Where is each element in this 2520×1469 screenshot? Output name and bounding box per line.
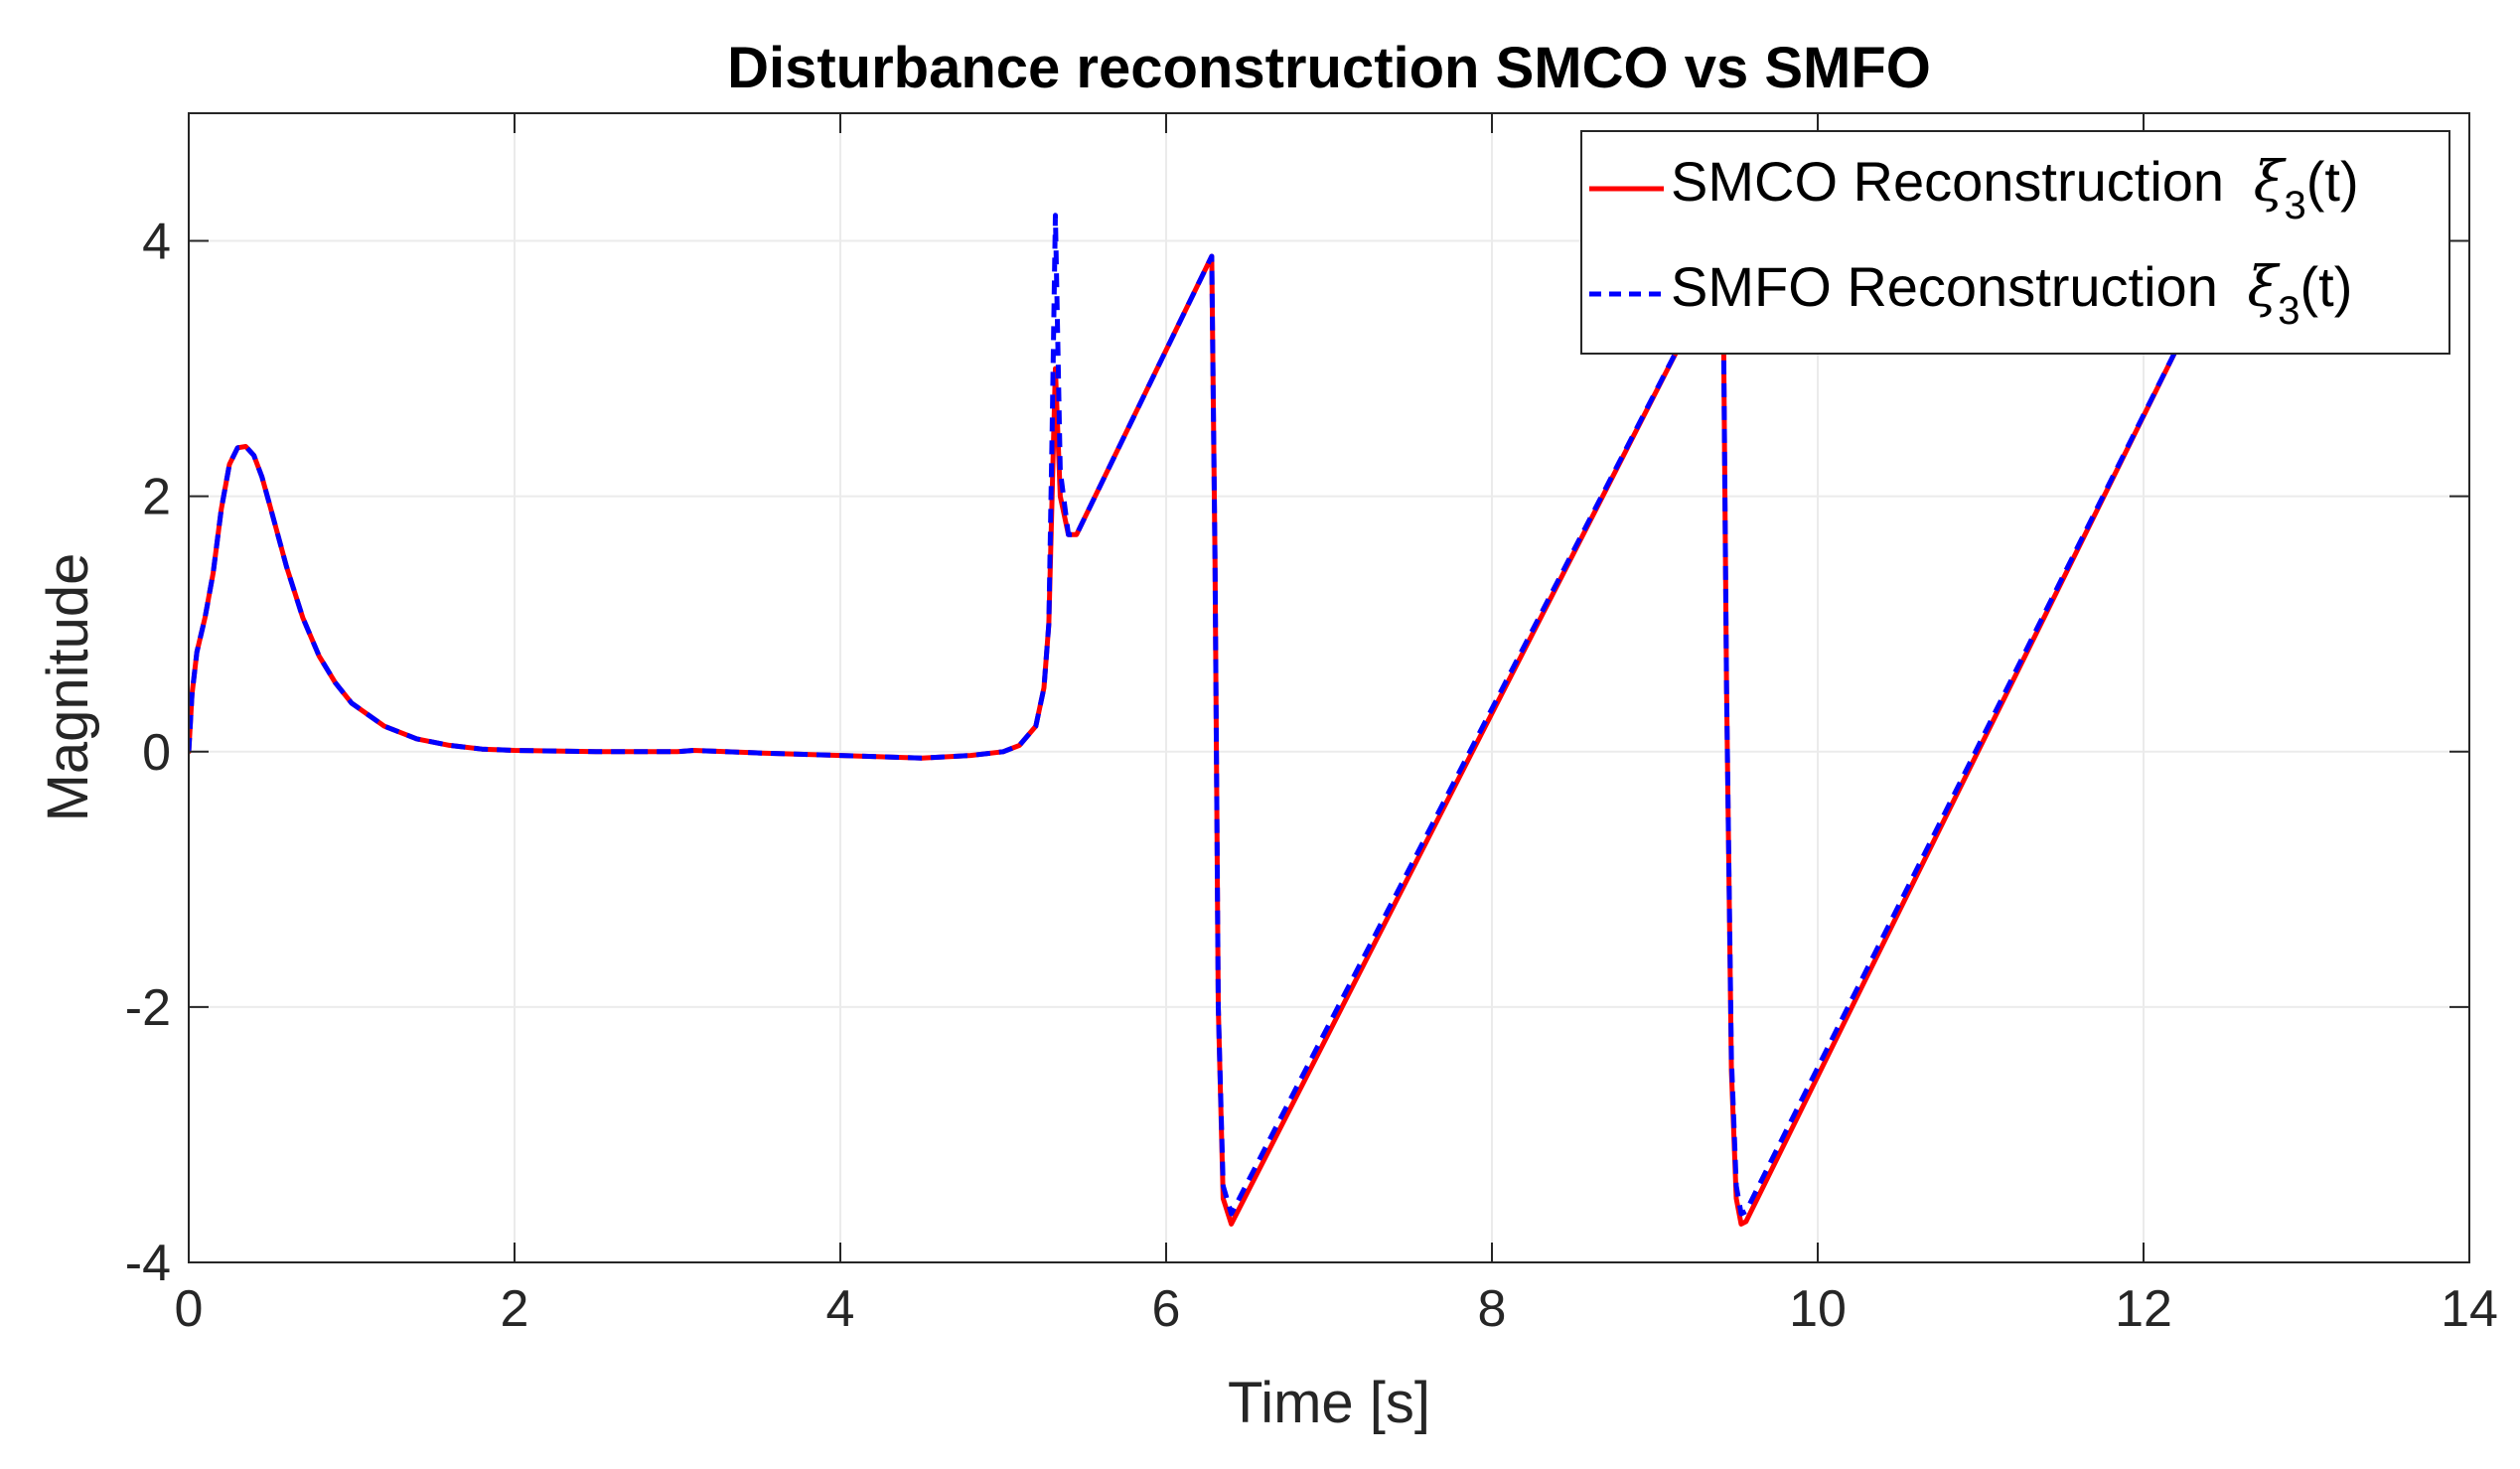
legend-label-smco-subscript: 3 [2284,184,2305,227]
legend-label-smfo-xi: ξ [2247,255,2281,320]
y-tick-label: 0 [142,724,171,782]
legend-box [1580,130,2450,355]
x-tick-label: 8 [1478,1280,1507,1338]
x-axis-title: Time [s] [1228,1371,1430,1435]
series-layer [189,213,2358,1227]
x-tick-label: 2 [501,1280,529,1338]
y-axis-title: Magnitude [36,553,100,822]
legend-label-smco-name: SMCO Reconstruction [1671,150,2224,213]
legend-label-smfo-suffix: (t) [2300,255,2353,318]
y-tick-label: 2 [142,469,171,526]
x-tick-label: 6 [1152,1280,1181,1338]
y-tick-label: 4 [142,214,171,271]
x-tick-label: 14 [2441,1280,2498,1338]
legend-label-smco: SMCO Reconstruction ξ3(t) [1671,150,2359,227]
legend-label-smco-suffix: (t) [2306,150,2359,213]
x-tick-label: 4 [826,1280,855,1338]
legend-label-smfo-subscript: 3 [2278,289,2299,333]
y-tick-label: -2 [125,979,171,1037]
chart-title: Disturbance reconstruction SMCO vs SMFO [727,36,1931,100]
legend: SMCO Reconstruction ξ3(t) SMFO Reconstru… [1580,130,2450,355]
y-tick-label: -4 [125,1235,171,1292]
x-tick-label: 0 [175,1280,204,1338]
legend-label-smfo-name: SMFO Reconstruction [1671,255,2218,318]
legend-label-smco-xi: ξ [2254,150,2288,215]
x-tick-label: 10 [1789,1280,1847,1338]
x-tick-label: 12 [2115,1280,2172,1338]
legend-label-smfo: SMFO Reconstruction ξ3(t) [1671,255,2352,333]
ticks: 0 2 4 6 8 10 12 14 -4 -2 0 2 4 [125,113,2498,1338]
plot-frame [188,112,2470,1263]
series-line-smfo [189,213,2356,1217]
